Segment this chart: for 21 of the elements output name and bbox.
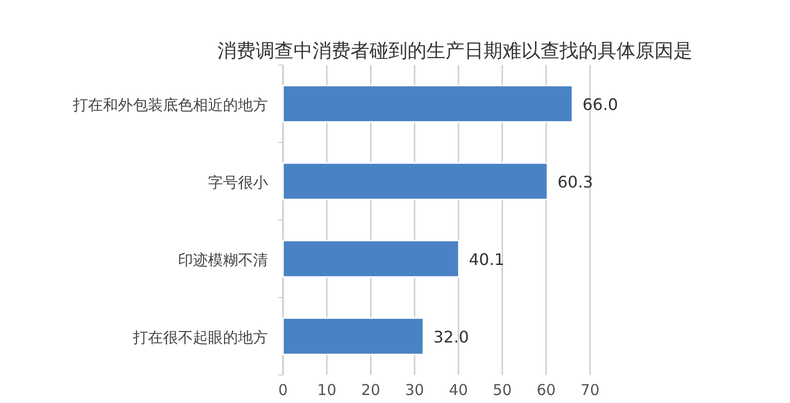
bar (282, 162, 548, 200)
bar (282, 240, 460, 278)
x-tick-label: 40 (448, 381, 468, 399)
data-label: 32.0 (433, 327, 469, 346)
data-label: 60.3 (557, 172, 594, 192)
y-tick-label: 打在很不起眼的地方 (132, 328, 268, 346)
x-tick-label: 20 (361, 381, 380, 399)
y-tick-label: 字号很小 (208, 173, 268, 192)
chart-title: 消费调查中消费者碰到的生产日期难以查找的具体原因是 (218, 40, 692, 62)
x-tick-label: 50 (492, 381, 512, 399)
x-tick-label: 30 (405, 381, 424, 399)
x-tick-label: 60 (536, 381, 556, 399)
x-tick-label: 0 (278, 381, 288, 399)
bar (282, 84, 574, 123)
x-tick-label: 70 (580, 381, 600, 399)
y-tick-label: 印迹模糊不清 (178, 250, 268, 269)
y-tick-label: 打在和外包装底色相近的地方 (72, 96, 268, 114)
data-label: 66.0 (582, 94, 618, 114)
bar (282, 317, 424, 356)
x-tick-label: 10 (317, 381, 336, 399)
data-label: 40.1 (468, 250, 504, 269)
